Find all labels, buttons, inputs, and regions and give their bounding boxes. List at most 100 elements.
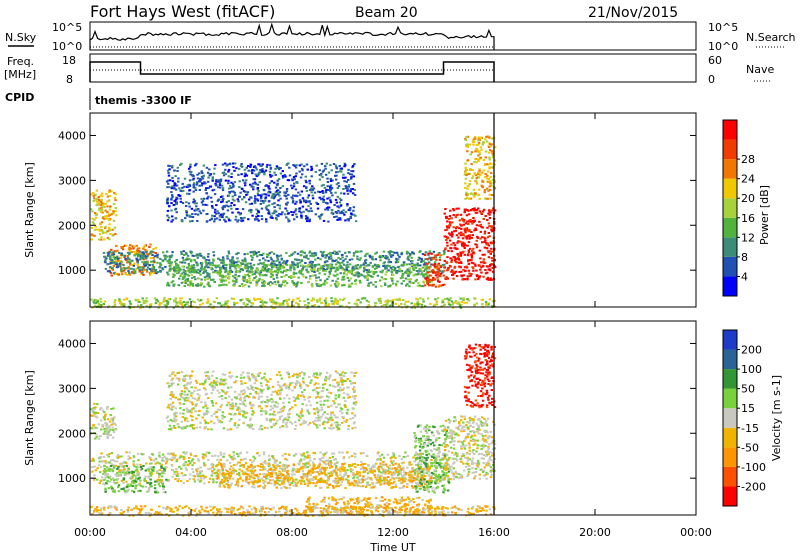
- power-cell: [218, 215, 222, 218]
- power-cell: [417, 303, 420, 306]
- velocity-cell: [253, 457, 257, 460]
- velocity-cell: [354, 455, 357, 458]
- cpid-text: themis -3300 IF: [95, 94, 192, 107]
- power-cell: [108, 214, 112, 217]
- power-cell: [340, 266, 344, 269]
- velocity-cell: [389, 457, 392, 460]
- power-cell: [296, 259, 299, 261]
- power-cell: [261, 284, 264, 287]
- power-cell: [488, 158, 491, 161]
- velocity-cell: [278, 465, 281, 467]
- power-cell: [306, 209, 310, 212]
- power-cell: [106, 217, 109, 220]
- power-cell: [276, 166, 279, 169]
- power-cell: [489, 277, 492, 280]
- power-cell: [437, 262, 440, 265]
- velocity-cell: [131, 489, 134, 492]
- velocity-cell: [292, 469, 295, 472]
- power-cell: [256, 188, 259, 191]
- power-cell: [140, 304, 143, 307]
- power-cell: [426, 275, 429, 278]
- power-cell: [322, 267, 325, 270]
- power-cell: [442, 274, 445, 277]
- power-cell: [274, 210, 278, 213]
- power-cell: [306, 217, 309, 220]
- power-cell: [358, 279, 362, 282]
- power-cell: [484, 237, 487, 240]
- velocity-cell: [336, 461, 339, 464]
- power-cell: [334, 253, 337, 255]
- power-cell: [472, 188, 476, 191]
- power-cell: [311, 304, 314, 307]
- power-cell: [475, 274, 479, 277]
- power-cell: [488, 217, 492, 219]
- power-cell: [178, 269, 182, 272]
- power-cell: [146, 261, 149, 264]
- velocity-cell: [106, 418, 110, 421]
- power-cell: [107, 305, 111, 308]
- power-cell: [293, 164, 296, 167]
- velocity-cell: [193, 455, 196, 458]
- power-cell: [366, 252, 369, 255]
- power-cell: [261, 200, 264, 202]
- power-cell: [200, 265, 204, 268]
- power-cell: [285, 197, 288, 200]
- power-cell: [419, 297, 422, 300]
- velocity-cell: [139, 479, 142, 482]
- power-cell: [376, 274, 380, 277]
- power-cell: [228, 263, 232, 266]
- velocity-cell: [106, 435, 109, 438]
- velocity-cell: [302, 452, 306, 455]
- power-cell: [333, 301, 336, 304]
- power-cell: [298, 270, 301, 273]
- power-cell: [276, 204, 279, 206]
- power-cell: [285, 260, 288, 263]
- power-cell: [304, 215, 308, 217]
- velocity-cell: [308, 478, 312, 481]
- power-cell: [195, 162, 198, 165]
- power-cell: [241, 298, 244, 301]
- power-cell: [324, 297, 328, 300]
- power-cell: [174, 217, 178, 220]
- power-cell: [130, 251, 134, 254]
- power-cell: [264, 196, 268, 199]
- power-cell: [292, 252, 295, 255]
- power-cell: [132, 268, 135, 271]
- power-cell: [94, 302, 98, 305]
- power-cell: [248, 299, 251, 302]
- power-cell: [450, 261, 453, 263]
- velocity-cell: [380, 479, 383, 482]
- power-cell: [488, 278, 491, 281]
- power-cell: [181, 306, 184, 309]
- power-cell: [142, 251, 145, 254]
- power-cell: [459, 297, 462, 300]
- power-cell: [424, 273, 427, 276]
- velocity-cell: [187, 460, 191, 462]
- power-cell: [239, 299, 242, 301]
- power-cell: [450, 250, 453, 253]
- velocity-cell: [106, 473, 110, 476]
- power-cell: [285, 188, 289, 190]
- power-cell: [432, 276, 435, 279]
- power-cell: [475, 181, 478, 184]
- power-cell: [255, 279, 258, 282]
- power-cell: [181, 261, 184, 264]
- power-cell: [248, 300, 251, 303]
- power-cell: [436, 276, 439, 279]
- velocity-cell: [235, 452, 239, 455]
- power-cell: [135, 268, 138, 271]
- power-cell: [237, 200, 240, 203]
- velocity-cell: [107, 487, 110, 490]
- power-cell: [336, 261, 339, 264]
- power-cell: [475, 269, 478, 272]
- velocity-cell: [262, 451, 266, 454]
- power-cell: [331, 252, 334, 255]
- power-cell: [162, 299, 166, 301]
- velocity-cell: [125, 461, 128, 464]
- power-cell: [127, 267, 130, 270]
- velocity-cell: [93, 427, 96, 430]
- power-cell: [452, 209, 456, 212]
- velocity-cell: [132, 460, 135, 463]
- power-cell: [278, 191, 282, 194]
- power-cell: [142, 252, 146, 255]
